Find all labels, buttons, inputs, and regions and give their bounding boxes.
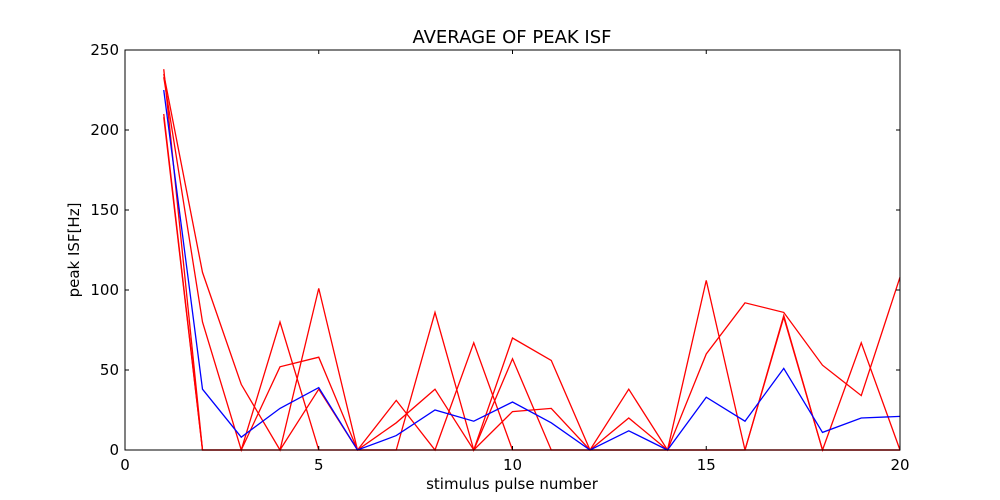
plot-frame [124,49,901,451]
series-line-trial-2 [163,73,901,453]
y-axis-label: peak ISF[Hz] [65,203,83,298]
y-tick-label: 50 [100,361,119,379]
series-line-average [163,89,901,451]
y-tick-label: 100 [90,281,119,299]
x-tick-label: 20 [890,456,909,474]
y-tick-label: 0 [109,441,119,459]
x-tick-label: 5 [314,456,324,474]
series-line-trial-1 [163,69,900,451]
x-axis: 0 5 10 15 20 [120,50,910,474]
x-axis-label: stimulus pulse number [426,475,599,493]
series-line-trial-3 [163,77,901,453]
series-line-trial-5 [163,117,900,452]
chart-title: AVERAGE OF PEAK ISF [412,27,611,48]
x-tick-label: 15 [697,456,716,474]
series-line-trial-4 [163,113,900,451]
y-tick-label: 200 [90,121,119,139]
x-tick-label: 0 [120,456,130,474]
x-tick-label: 10 [503,456,522,474]
y-axis: 0 50 100 150 200 250 [90,41,900,459]
y-tick-label: 150 [90,201,119,219]
plot-series [163,69,901,453]
y-tick-label: 250 [90,41,119,59]
